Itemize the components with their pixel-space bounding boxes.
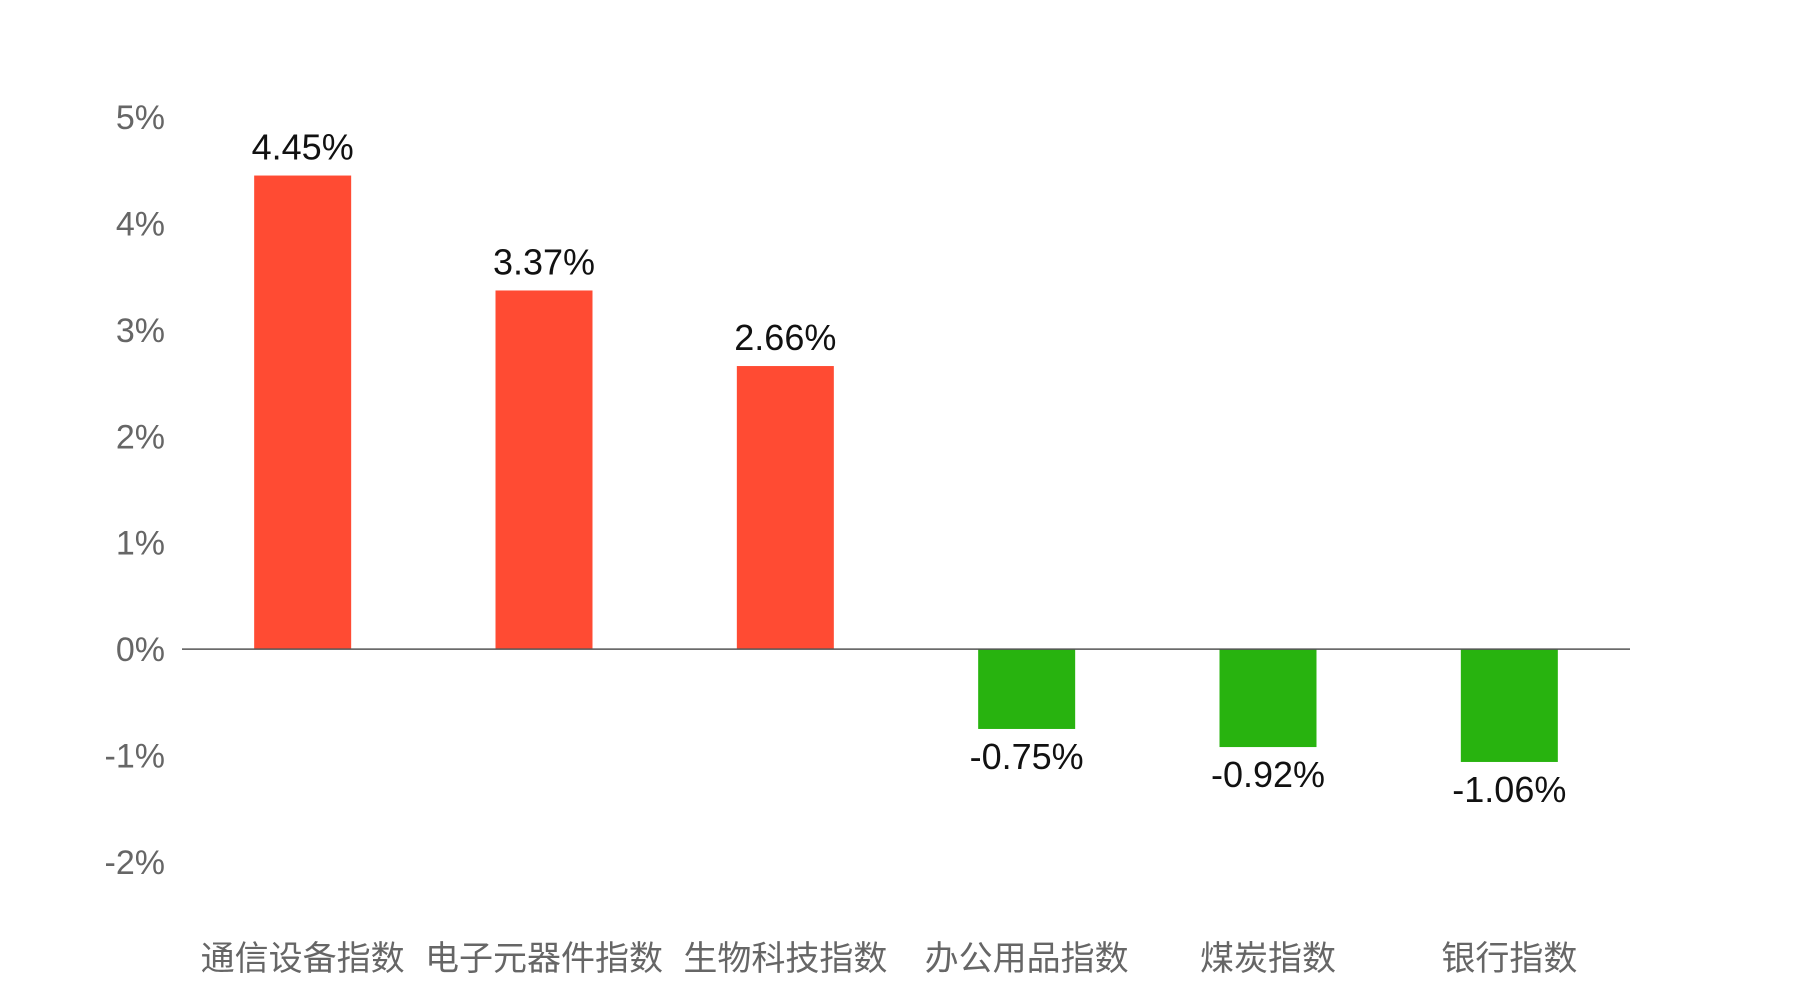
- data-labels: 4.45% 3.37% 2.66% -0.75% -0.92% -1.06%: [252, 127, 1567, 810]
- y-tick-label: 5%: [116, 99, 165, 137]
- y-tick-label: 1%: [116, 525, 165, 563]
- data-label: 2.66%: [734, 317, 836, 358]
- bar: [1460, 649, 1558, 762]
- bar: [978, 649, 1076, 729]
- x-category-label: 办公用品指数: [925, 939, 1129, 979]
- y-tick-label: 2%: [116, 418, 165, 456]
- y-tick-label: 3%: [116, 312, 165, 350]
- y-tick-label: -1%: [105, 738, 165, 776]
- data-label: -1.06%: [1452, 769, 1566, 810]
- bar: [1219, 649, 1317, 748]
- x-category-label: 通信设备指数: [201, 939, 405, 979]
- x-category-label: 电子元器件指数: [425, 939, 663, 979]
- x-category-label: 生物科技指数: [683, 939, 887, 979]
- y-tick-label: 4%: [116, 205, 165, 243]
- bar: [736, 366, 834, 650]
- bars: [254, 175, 1558, 762]
- bar: [254, 175, 352, 650]
- y-tick-label: 0%: [116, 631, 165, 669]
- data-label: -0.75%: [970, 736, 1084, 777]
- x-axis: 通信设备指数 电子元器件指数 生物科技指数 办公用品指数 煤炭指数 银行指数: [201, 939, 1578, 979]
- y-axis: 5% 4% 3% 2% 1% 0% -1% -2%: [105, 99, 165, 882]
- data-label: 3.37%: [493, 241, 595, 282]
- x-category-label: 煤炭指数: [1200, 939, 1336, 979]
- bar: [495, 290, 593, 650]
- data-label: -0.92%: [1211, 754, 1325, 795]
- y-tick-label: -2%: [105, 844, 165, 882]
- x-category-label: 银行指数: [1441, 939, 1577, 979]
- data-label: 4.45%: [252, 127, 354, 168]
